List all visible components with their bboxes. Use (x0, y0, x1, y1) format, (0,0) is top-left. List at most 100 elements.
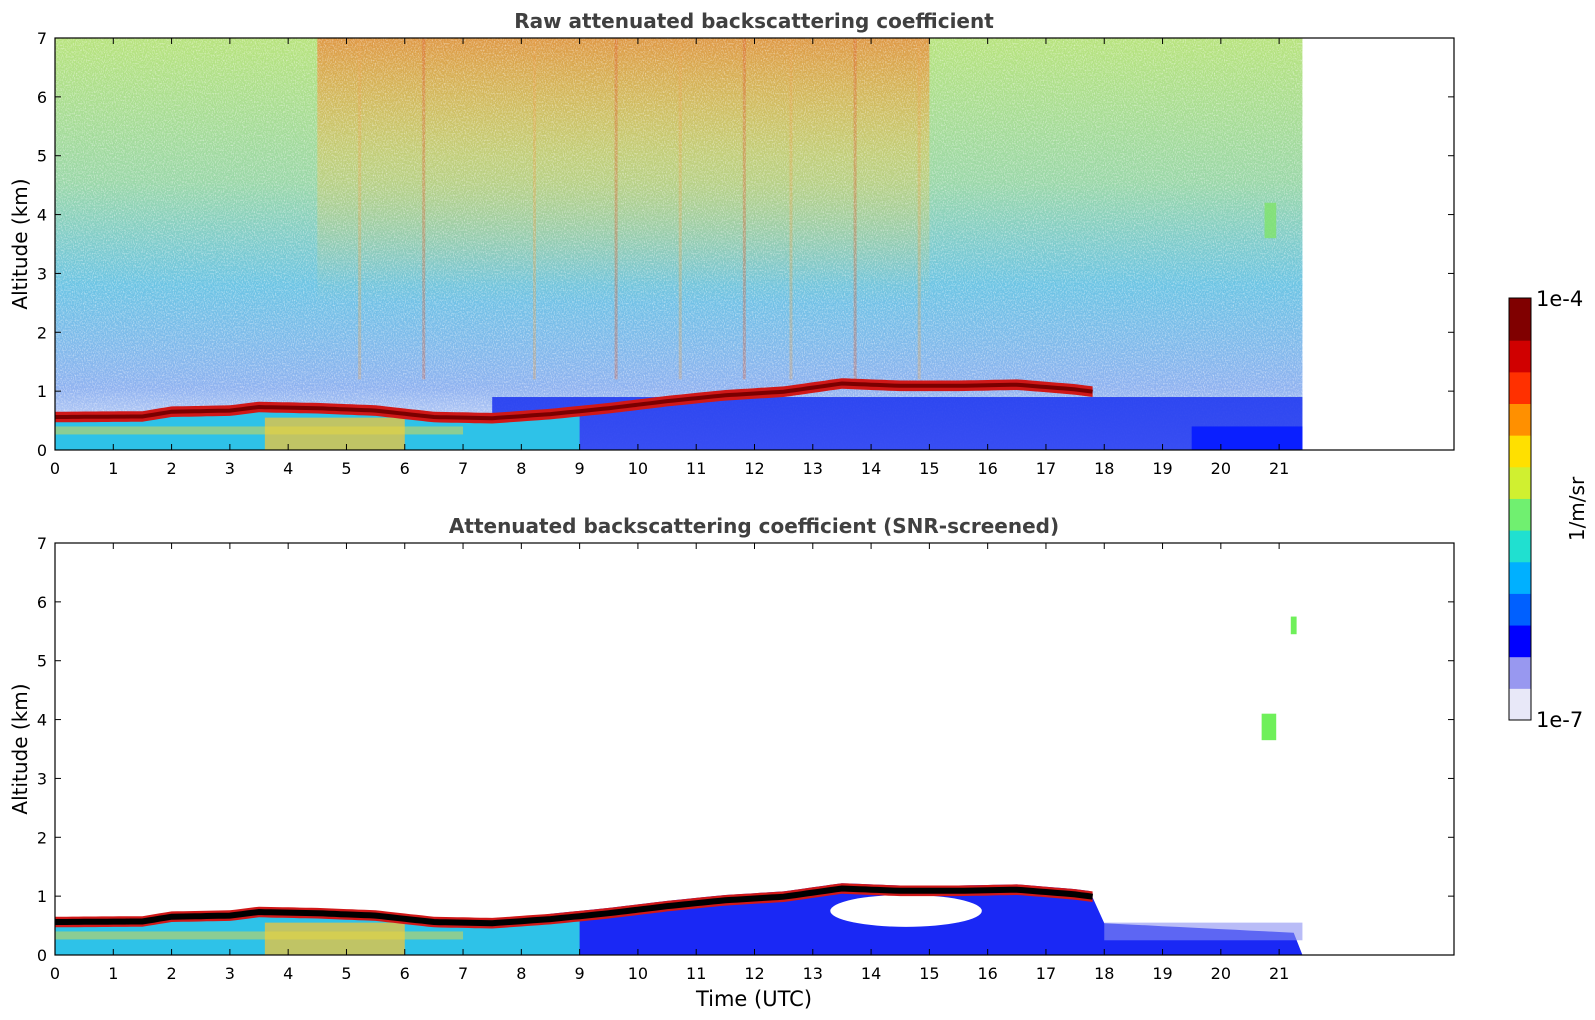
x-tick-label: 4 (283, 964, 293, 983)
colorbar-step (1509, 329, 1531, 341)
x-tick-label: 1 (108, 964, 118, 983)
x-tick-label: 0 (50, 964, 60, 983)
colorbar-step (1509, 298, 1531, 310)
colorbar-step (1509, 667, 1531, 679)
colorbar-step (1509, 519, 1531, 531)
x-tick-label: 6 (400, 964, 410, 983)
y-tick-label: 4 (37, 711, 47, 730)
x-tick-label: 16 (977, 459, 997, 478)
colorbar-step (1509, 582, 1531, 594)
y-tick-label: 7 (37, 534, 47, 553)
colorbar-step (1509, 403, 1531, 415)
x-tick-label: 8 (516, 459, 526, 478)
x-tick-label: 11 (686, 964, 706, 983)
colorbar-step (1509, 361, 1531, 373)
raw-surface-dense (1191, 426, 1303, 450)
x-tick-label: 2 (166, 964, 176, 983)
colorbar-step (1509, 392, 1531, 404)
colorbar-step (1509, 319, 1531, 331)
y-tick-label: 0 (37, 441, 47, 460)
x-tick-label: 12 (744, 964, 764, 983)
y-tick-label: 6 (37, 88, 47, 107)
colorbar-step (1509, 487, 1531, 499)
colorbar-step (1509, 572, 1531, 584)
y-tick-label: 3 (37, 264, 47, 283)
x-tick-label: 0 (50, 459, 60, 478)
panel1-plot-area (55, 38, 1303, 450)
panel1-ylabel: Altitude (km) (8, 178, 32, 309)
x-tick-label: 3 (225, 964, 235, 983)
y-tick-label: 5 (37, 652, 47, 671)
colorbar-step (1509, 530, 1531, 542)
y-tick-label: 0 (37, 946, 47, 965)
x-tick-label: 17 (1036, 459, 1056, 478)
x-tick-label: 15 (919, 459, 939, 478)
colorbar-step (1509, 509, 1531, 521)
x-tick-label: 16 (977, 964, 997, 983)
colorbar-step (1509, 414, 1531, 426)
x-tick-label: 14 (861, 964, 881, 983)
y-tick-label: 1 (37, 887, 47, 906)
x-tick-label: 14 (861, 459, 881, 478)
colorbar-max-label: 1e-4 (1536, 287, 1583, 311)
x-tick-label: 21 (1269, 459, 1289, 478)
colorbar-step (1509, 540, 1531, 552)
x-tick-label: 19 (1152, 459, 1172, 478)
colorbar-step (1509, 445, 1531, 457)
x-tick-label: 5 (341, 964, 351, 983)
colorbar-step (1509, 688, 1531, 700)
x-tick-label: 6 (400, 459, 410, 478)
colorbar-step (1509, 424, 1531, 436)
colorbar-unit-label: 1/m/sr (1565, 476, 1589, 541)
isolated-cloud-1 (1290, 616, 1297, 635)
colorbar-step (1509, 435, 1531, 447)
raw-backscatter-panel: Raw attenuated backscattering coefficien… (8, 9, 1455, 478)
colorbar-step (1509, 340, 1531, 352)
colorbar: 1e-4 1e-7 1/m/sr (1508, 287, 1589, 732)
snr-screened-panel: Attenuated backscattering coefficient (S… (8, 514, 1455, 1011)
raw-cloud-feature (1264, 202, 1277, 239)
boundary-layer-yellow-band (55, 931, 464, 940)
x-tick-label: 20 (1211, 964, 1231, 983)
y-tick-label: 2 (37, 323, 47, 342)
snr-gap (830, 894, 982, 927)
x-tick-label: 8 (516, 964, 526, 983)
boundary-layer-yellow-band (55, 426, 464, 435)
x-tick-label: 7 (458, 459, 468, 478)
x-tick-label: 3 (225, 459, 235, 478)
y-tick-label: 2 (37, 828, 47, 847)
colorbar-step (1509, 625, 1531, 637)
x-tick-label: 18 (1094, 964, 1114, 983)
panel1-title: Raw attenuated backscattering coefficien… (514, 9, 994, 33)
y-tick-label: 6 (37, 593, 47, 612)
colorbar-step (1509, 593, 1531, 605)
x-tick-label: 10 (628, 964, 648, 983)
x-tick-label: 20 (1211, 459, 1231, 478)
colorbar-step (1509, 698, 1531, 710)
x-tick-label: 5 (341, 459, 351, 478)
x-tick-label: 13 (803, 964, 823, 983)
isolated-cloud-0 (1261, 713, 1277, 741)
colorbar-step (1509, 614, 1531, 626)
colorbar-frame (1508, 297, 1532, 721)
aerosol-layer (55, 378, 1093, 424)
colorbar-step (1509, 561, 1531, 573)
x-tick-label: 15 (919, 964, 939, 983)
x-tick-label: 21 (1269, 964, 1289, 983)
colorbar-step (1509, 709, 1531, 721)
colorbar-step (1509, 308, 1531, 320)
x-tick-label: 9 (575, 459, 585, 478)
x-tick-label: 2 (166, 459, 176, 478)
panel2-title: Attenuated backscattering coefficient (S… (449, 514, 1059, 538)
colorbar-step (1509, 603, 1531, 615)
raw-speckle (55, 38, 1303, 450)
colorbar-step (1509, 350, 1531, 362)
colorbar-step (1509, 677, 1531, 689)
colorbar-step (1509, 656, 1531, 668)
x-tick-label: 7 (458, 964, 468, 983)
colorbar-step (1509, 466, 1531, 478)
colorbar-step (1509, 456, 1531, 468)
colorbar-min-label: 1e-7 (1536, 708, 1583, 732)
y-tick-label: 7 (37, 29, 47, 48)
snr-faint-layer (1104, 922, 1303, 941)
